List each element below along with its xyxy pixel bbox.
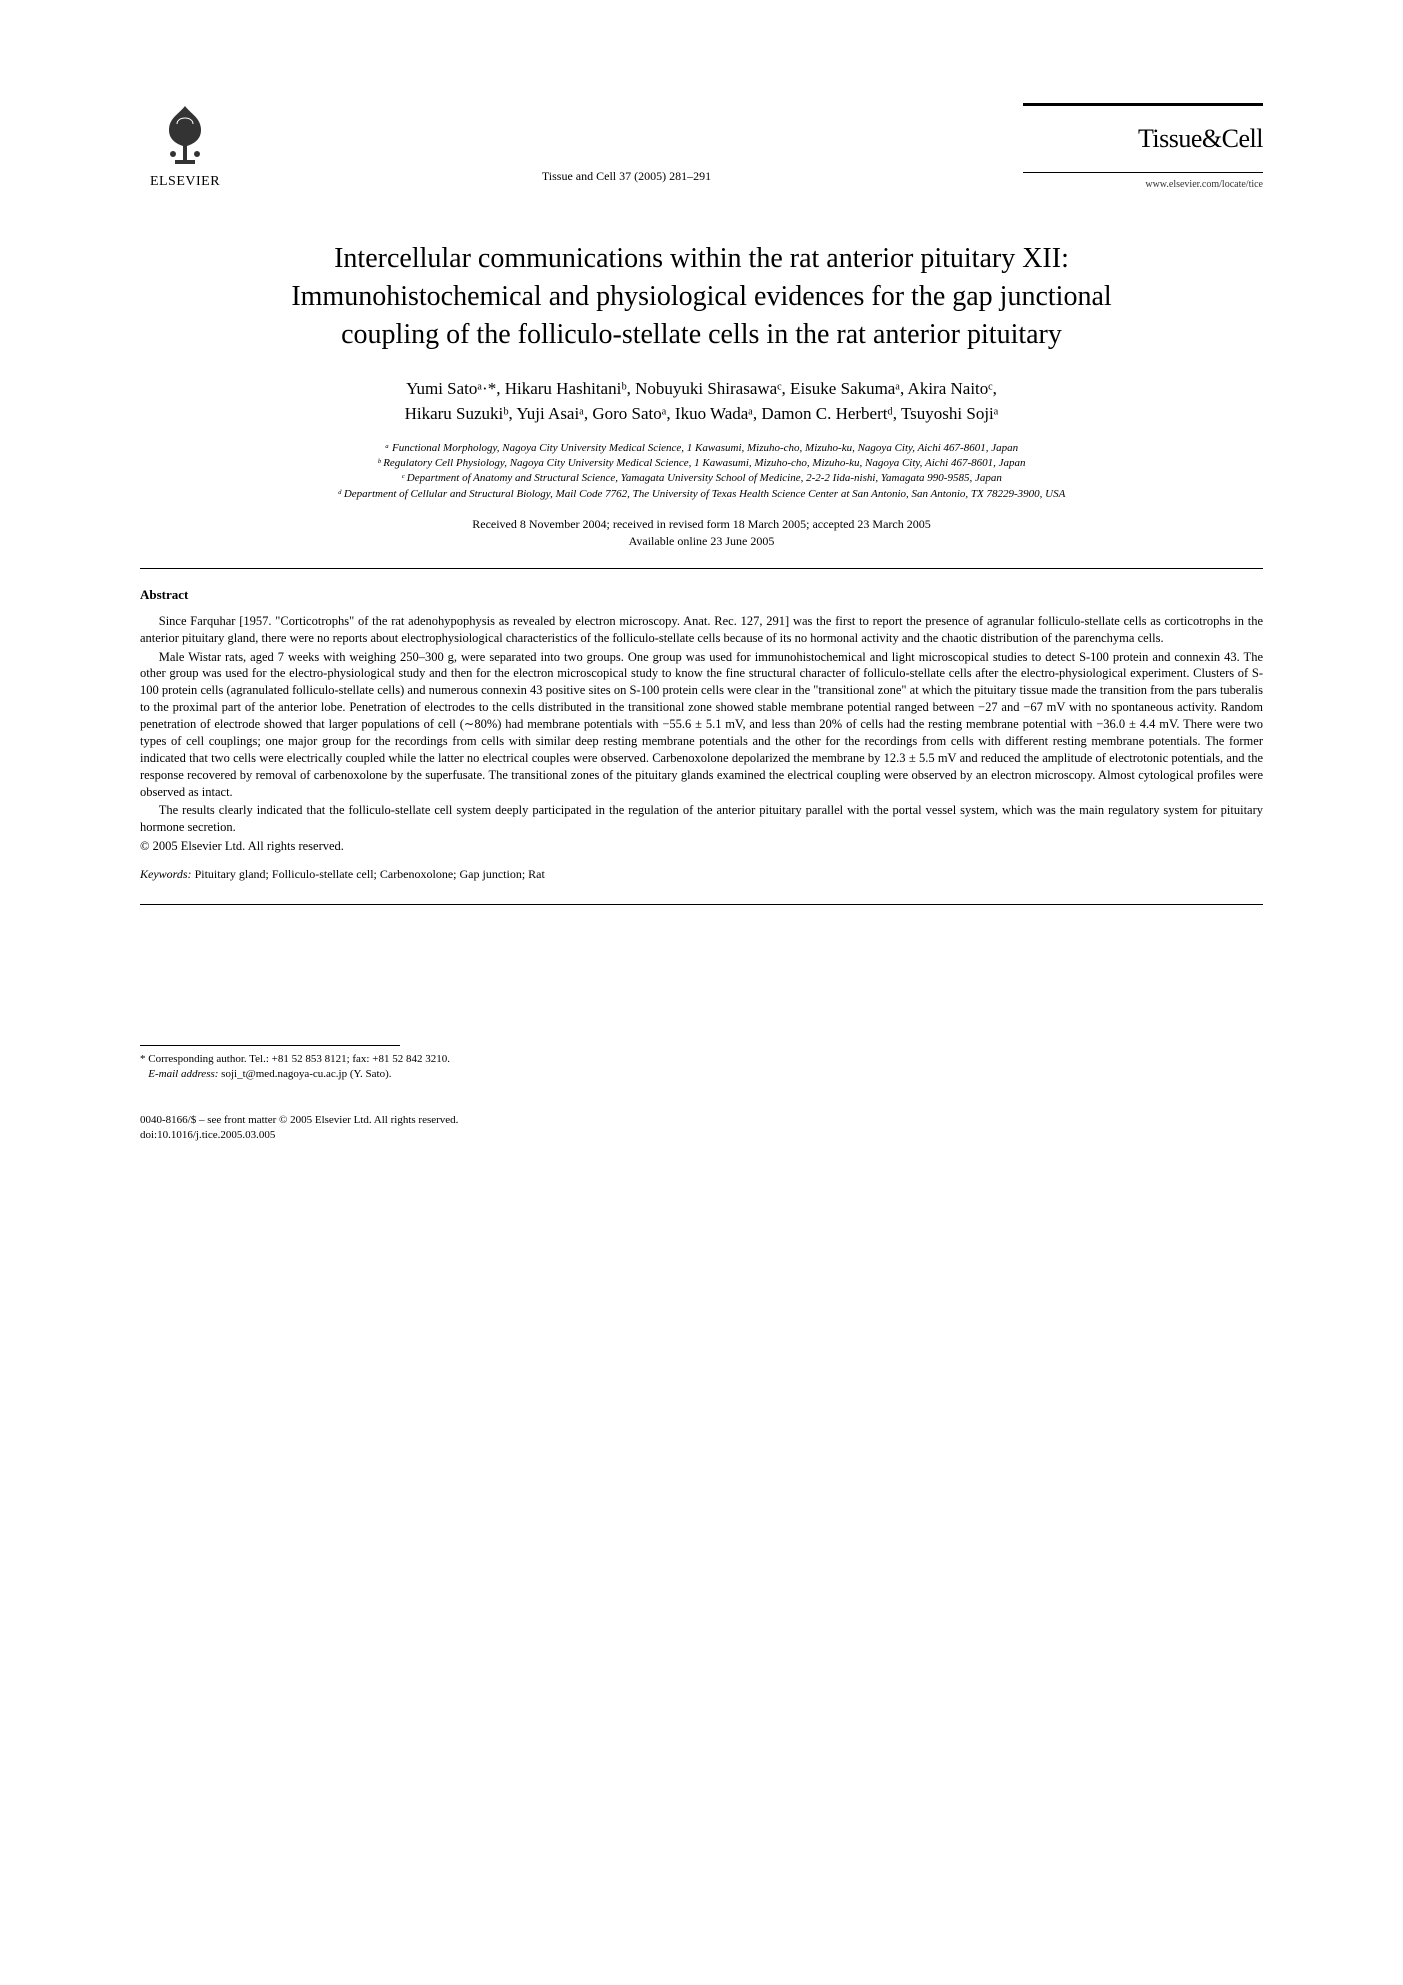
corresponding-author: * Corresponding author. Tel.: +81 52 853… — [140, 1052, 1263, 1067]
journal-box: Tissue&Cell www.elsevier.com/locate/tice — [1023, 103, 1263, 190]
title-block: Intercellular communications within the … — [252, 240, 1152, 353]
journal-rule-top — [1023, 103, 1263, 106]
journal-url: www.elsevier.com/locate/tice — [1023, 179, 1263, 190]
authors-block: Yumi Satoᵃ·*, Hikaru Hashitaniᵇ, Nobuyuk… — [202, 377, 1202, 426]
authors-line-2: Hikaru Suzukiᵇ, Yuji Asaiᵃ, Goro Satoᵃ, … — [202, 402, 1202, 427]
publisher-block: ELSEVIER — [140, 100, 230, 190]
abstract-p1: Since Farquhar [1957. "Corticotrophs" of… — [140, 613, 1263, 647]
abstract-copyright: © 2005 Elsevier Ltd. All rights reserved… — [140, 838, 1263, 855]
keywords-block: Keywords: Pituitary gland; Folliculo-ste… — [140, 867, 1263, 882]
rule-below-keywords — [140, 904, 1263, 905]
dates-block: Received 8 November 2004; received in re… — [140, 516, 1263, 550]
affiliation-a: ᵃ Functional Morphology, Nagoya City Uni… — [172, 441, 1232, 456]
publisher-name: ELSEVIER — [150, 174, 220, 190]
abstract-p3: The results clearly indicated that the f… — [140, 802, 1263, 836]
keywords-label: Keywords: — [140, 867, 192, 881]
affiliation-c: ᶜ Department of Anatomy and Structural S… — [172, 471, 1232, 486]
article-title: Intercellular communications within the … — [252, 240, 1152, 353]
page-header: ELSEVIER Tissue and Cell 37 (2005) 281–2… — [140, 100, 1263, 190]
affiliation-b: ᵇ Regulatory Cell Physiology, Nagoya Cit… — [172, 456, 1232, 471]
citation-text: Tissue and Cell 37 (2005) 281–291 — [230, 169, 1023, 190]
email-value: soji_t@med.nagoya-cu.ac.jp (Y. Sato). — [218, 1068, 391, 1080]
front-matter-line: 0040-8166/$ – see front matter © 2005 El… — [140, 1113, 1263, 1128]
affiliation-d: ᵈ Department of Cellular and Structural … — [172, 487, 1232, 502]
rule-above-abstract — [140, 568, 1263, 569]
keywords-text: Pituitary gland; Folliculo-stellate cell… — [192, 867, 545, 881]
abstract-heading: Abstract — [140, 587, 1263, 603]
elsevier-tree-icon — [149, 100, 221, 172]
authors-line-1: Yumi Satoᵃ·*, Hikaru Hashitaniᵇ, Nobuyuk… — [202, 377, 1202, 402]
footnotes-block: * Corresponding author. Tel.: +81 52 853… — [140, 1045, 1263, 1083]
email-label: E-mail address: — [148, 1068, 218, 1080]
abstract-block: Abstract Since Farquhar [1957. "Corticot… — [140, 587, 1263, 855]
bottom-meta: 0040-8166/$ – see front matter © 2005 El… — [140, 1113, 1263, 1143]
footnote-rule — [140, 1045, 400, 1046]
email-line: E-mail address: soji_t@med.nagoya-cu.ac.… — [140, 1067, 1263, 1082]
journal-name: Tissue&Cell — [1023, 124, 1263, 154]
affiliations-block: ᵃ Functional Morphology, Nagoya City Uni… — [172, 441, 1232, 503]
doi-line: doi:10.1016/j.tice.2005.03.005 — [140, 1128, 1263, 1143]
dates-received: Received 8 November 2004; received in re… — [140, 516, 1263, 533]
abstract-p2: Male Wistar rats, aged 7 weeks with weig… — [140, 649, 1263, 801]
journal-rule-bottom — [1023, 172, 1263, 173]
dates-online: Available online 23 June 2005 — [140, 533, 1263, 550]
